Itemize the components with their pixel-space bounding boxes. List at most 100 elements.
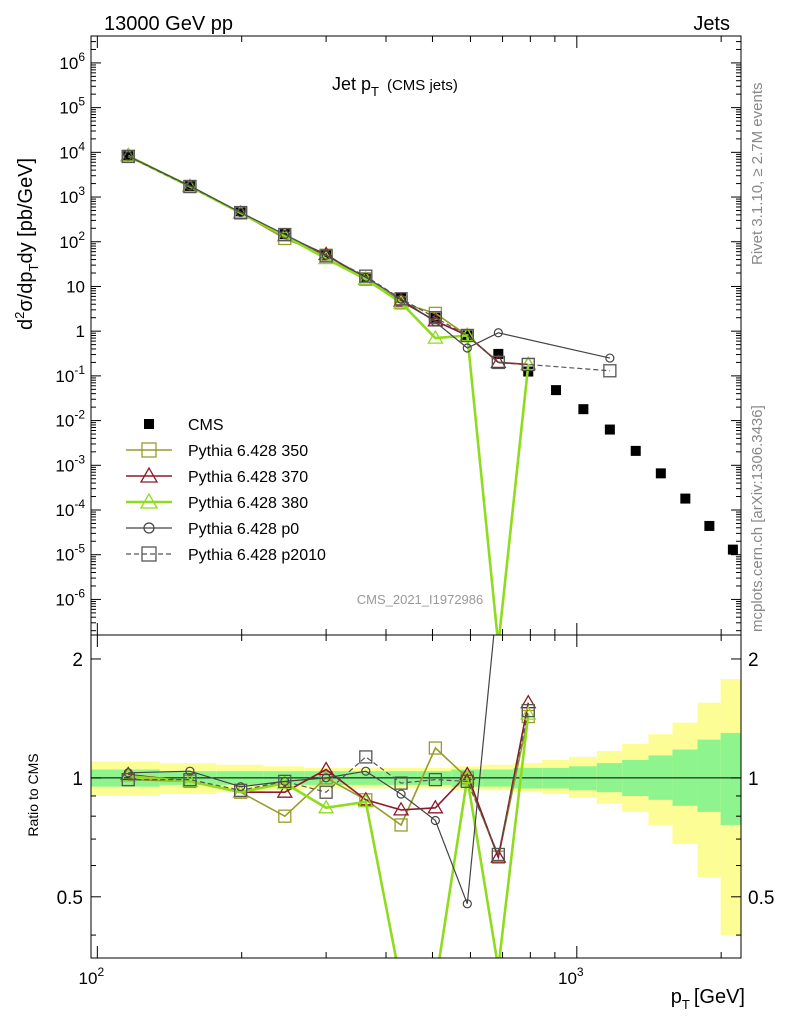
main-ytick-label: 104 bbox=[59, 139, 85, 162]
plot-title: Jet pT (CMS jets) bbox=[332, 74, 458, 99]
legend-marker-pythia-6-428-380 bbox=[139, 492, 159, 509]
ratio-point-pythia-6-428-380 bbox=[232, 783, 249, 798]
main-ytick-label: 10-5 bbox=[55, 542, 85, 565]
ratio-point-pythia-6-428-380 bbox=[317, 799, 335, 814]
legend-label-pythia-6-428-p2010: Pythia 6.428 p2010 bbox=[188, 547, 326, 564]
point-pythia-6-428-380 bbox=[520, 356, 537, 371]
main-ytick-label: 103 bbox=[59, 184, 85, 207]
main-ytick-label: 10-1 bbox=[55, 363, 85, 386]
point-cms bbox=[727, 544, 738, 555]
ratio-point-pythia-6-428-370 bbox=[276, 783, 293, 798]
ratio-ytick-label-right: 0.5 bbox=[748, 888, 774, 909]
point-pythia-6-428-p2010 bbox=[460, 328, 474, 343]
ratio-point-pythia-6-428-380 bbox=[357, 793, 374, 808]
ratio-point-pythia-6-428-p2010 bbox=[121, 772, 135, 787]
plot-title-sub: T bbox=[371, 84, 379, 99]
ratio-point-pythia-6-428-350 bbox=[278, 809, 292, 823]
point-cms bbox=[630, 445, 641, 456]
point-pythia-6-428-p0 bbox=[605, 353, 615, 363]
ratio-point-pythia-6-428-350 bbox=[428, 741, 443, 755]
ratio-point-pythia-6-428-p2010 bbox=[319, 785, 333, 799]
band-inner-bin bbox=[720, 732, 741, 825]
ratio-uncertainty-band bbox=[91, 678, 741, 936]
point-pythia-6-428-p0 bbox=[321, 250, 331, 260]
ratio-point-pythia-6-428-380 bbox=[428, 977, 442, 989]
ratio-ytick-label: 1 bbox=[72, 769, 83, 790]
main-ytick-label: 1 bbox=[76, 322, 85, 341]
legend-label-pythia-6-428-p0: Pythia 6.428 p0 bbox=[188, 521, 299, 538]
ratio-line-pythia-6-428-380 bbox=[128, 713, 530, 958]
main-ytick-label: 105 bbox=[59, 95, 85, 118]
point-cms bbox=[680, 493, 691, 504]
band-inner-bin bbox=[697, 739, 721, 812]
ratio-ytick-label: 2 bbox=[72, 650, 83, 671]
ratio-point-pythia-6-428-370 bbox=[317, 761, 335, 776]
ratio-point-pythia-6-428-370 bbox=[427, 799, 444, 814]
ratio-point-pythia-6-428-p2010 bbox=[428, 772, 443, 787]
point-pythia-6-428-380 bbox=[427, 329, 444, 344]
main-ytick-label: 10 bbox=[66, 277, 85, 296]
main-ytick-label: 10-6 bbox=[55, 586, 85, 609]
point-pythia-6-428-p0 bbox=[462, 343, 472, 353]
point-pythia-6-428-p2010 bbox=[359, 269, 373, 283]
main-frame bbox=[90, 35, 742, 636]
ratio-point-pythia-6-428-p0 bbox=[396, 789, 406, 799]
point-pythia-6-428-p2010 bbox=[233, 205, 248, 220]
point-pythia-6-428-380 bbox=[459, 327, 476, 342]
ratio-point-pythia-6-428-370 bbox=[490, 848, 507, 863]
ratio-point-pythia-6-428-p0 bbox=[462, 899, 472, 909]
xtick-label: 102 bbox=[79, 965, 105, 988]
ratio-point-pythia-6-428-p2010 bbox=[521, 703, 535, 718]
point-pythia-6-428-p0 bbox=[123, 151, 133, 161]
main-panel bbox=[120, 147, 738, 635]
energy-label: 13000 GeV pp bbox=[104, 13, 233, 35]
ratio-point-pythia-6-428-p2010 bbox=[233, 783, 248, 797]
ratio-point-pythia-6-428-p2010 bbox=[183, 772, 197, 787]
point-pythia-6-428-p2010 bbox=[603, 364, 617, 378]
point-pythia-6-428-p0 bbox=[236, 207, 246, 218]
ratio-point-pythia-6-428-p0 bbox=[123, 768, 133, 778]
plot-title-paren: (CMS jets) bbox=[387, 77, 458, 94]
ratio-ytick-label: 0.5 bbox=[57, 888, 83, 909]
point-pythia-6-428-p0 bbox=[280, 229, 290, 240]
ratio-point-pythia-6-428-p0 bbox=[430, 815, 440, 826]
legend-marker-cms bbox=[144, 419, 154, 429]
legend: CMS Pythia 6.428 350 Pythia 6.428 370 Pythi… bbox=[126, 417, 326, 564]
main-ytick-label: 102 bbox=[59, 229, 85, 252]
series-line-pythia-6-428-p2010 bbox=[127, 155, 610, 372]
point-pythia-6-428-p2010 bbox=[428, 311, 443, 325]
legend-label-pythia-6-428-350: Pythia 6.428 350 bbox=[188, 443, 308, 460]
point-cms bbox=[704, 520, 715, 531]
point-pythia-6-428-p0 bbox=[361, 272, 371, 282]
point-cms bbox=[604, 424, 615, 435]
ratio-point-pythia-6-428-p0 bbox=[280, 776, 290, 786]
point-pythia-6-428-370 bbox=[490, 354, 507, 369]
main-ylabel: d2σ/dpTdy [pb/GeV] bbox=[12, 158, 41, 330]
legend-marker-pythia-6-428-350 bbox=[141, 442, 157, 458]
ratio-point-pythia-6-428-p2010 bbox=[394, 776, 408, 790]
ratio-ytick-label-right: 2 bbox=[748, 650, 759, 671]
main-ytick-label: 10-4 bbox=[55, 497, 85, 520]
ratio-point-pythia-6-428-p2010 bbox=[359, 750, 373, 764]
axes: 10-6 10-5 10-4 10-3 10-2 10-1 1 10 102 103 104 105 1… bbox=[55, 35, 774, 988]
point-pythia-6-428-p0 bbox=[493, 328, 503, 338]
rivet-version-label: Rivet 3.1.10, ≥ 2.7M events bbox=[749, 83, 766, 266]
point-cms bbox=[578, 404, 589, 415]
ratio-line-pythia-6-428-p2010 bbox=[128, 710, 529, 857]
ratio-point-pythia-6-428-380 bbox=[520, 705, 537, 720]
point-pythia-6-428-p0 bbox=[396, 294, 406, 304]
main-ytick-label: 106 bbox=[59, 50, 85, 73]
point-pythia-6-428-p2010 bbox=[319, 249, 333, 263]
ratio-point-pythia-6-428-380 bbox=[459, 769, 476, 784]
legend-marker-pythia-6-428-p0 bbox=[143, 522, 155, 534]
point-cms bbox=[655, 468, 666, 479]
ratio-line-pythia-6-428-p0 bbox=[128, 635, 495, 905]
point-pythia-6-428-p0 bbox=[185, 181, 195, 191]
legend-label-pythia-6-428-370: Pythia 6.428 370 bbox=[188, 469, 308, 486]
ratio-point-pythia-6-428-p2010 bbox=[460, 774, 474, 789]
ratio-frame bbox=[90, 634, 742, 959]
ratio-point-pythia-6-428-p0 bbox=[361, 766, 371, 776]
point-pythia-6-428-p2010 bbox=[278, 227, 292, 242]
legend-marker-pythia-6-428-p2010 bbox=[141, 546, 157, 562]
